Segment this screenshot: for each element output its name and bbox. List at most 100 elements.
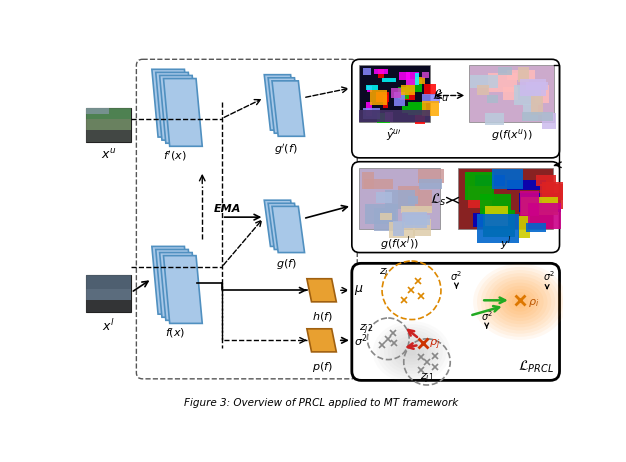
Polygon shape (160, 75, 198, 143)
Bar (458, 168, 553, 230)
Bar (414, 73, 419, 85)
Ellipse shape (384, 330, 439, 374)
Bar (391, 88, 401, 98)
Bar (470, 75, 498, 88)
Bar (401, 206, 433, 213)
Text: $\mu$: $\mu$ (354, 283, 364, 297)
Bar (507, 70, 535, 80)
Bar (540, 184, 570, 200)
Bar (364, 179, 393, 188)
Polygon shape (152, 69, 191, 137)
Bar (385, 190, 416, 209)
Ellipse shape (500, 286, 540, 318)
Bar (406, 72, 419, 85)
Bar (519, 193, 561, 212)
Text: $g'(f)$: $g'(f)$ (274, 142, 298, 157)
Bar (86, 119, 131, 130)
Bar (536, 175, 556, 186)
Bar (416, 113, 424, 124)
Bar (406, 79, 421, 92)
Text: $\hat{y}^{u\prime}$: $\hat{y}^{u\prime}$ (386, 127, 403, 143)
Text: $z_{j1}$: $z_{j1}$ (420, 371, 434, 386)
Ellipse shape (399, 342, 424, 362)
Bar (359, 110, 430, 122)
Bar (424, 84, 436, 96)
Polygon shape (268, 78, 300, 133)
Bar (374, 208, 396, 231)
Bar (383, 96, 388, 108)
Bar (393, 221, 404, 237)
Text: $\rho_j$: $\rho_j$ (429, 338, 439, 352)
Bar (362, 68, 371, 75)
Bar (475, 175, 505, 186)
Bar (362, 108, 381, 119)
Text: $\rho_i$: $\rho_i$ (528, 298, 539, 310)
Bar (521, 197, 558, 215)
Bar (478, 85, 489, 95)
FancyBboxPatch shape (352, 263, 560, 380)
Text: $\mathcal{L}_s$: $\mathcal{L}_s$ (429, 192, 446, 208)
Ellipse shape (376, 324, 446, 380)
Text: $g(f)$: $g(f)$ (275, 257, 296, 271)
Bar (362, 172, 374, 188)
Text: $\sigma^2$: $\sigma^2$ (543, 269, 555, 283)
Ellipse shape (496, 283, 543, 321)
FancyBboxPatch shape (352, 162, 560, 253)
Bar (359, 168, 440, 230)
Text: $\sigma^2$: $\sigma^2$ (450, 269, 463, 283)
Bar (518, 67, 528, 82)
Polygon shape (160, 253, 198, 320)
Bar (366, 85, 378, 90)
Ellipse shape (516, 298, 524, 305)
Bar (492, 170, 523, 188)
Bar (520, 79, 546, 96)
Bar (488, 73, 517, 91)
Bar (398, 186, 420, 209)
Ellipse shape (493, 280, 548, 324)
Bar (380, 213, 392, 220)
Polygon shape (272, 81, 305, 136)
Bar (485, 113, 504, 125)
Polygon shape (268, 203, 300, 249)
Polygon shape (272, 207, 305, 253)
Bar (374, 69, 388, 74)
Bar (400, 89, 416, 100)
Ellipse shape (512, 295, 528, 309)
Bar (531, 96, 543, 115)
Bar (402, 212, 427, 228)
Bar (503, 87, 518, 100)
Ellipse shape (504, 289, 536, 315)
Polygon shape (264, 75, 297, 130)
Text: $y^l$: $y^l$ (500, 234, 511, 253)
Bar (523, 104, 538, 121)
Bar (483, 210, 515, 237)
Bar (86, 108, 131, 142)
Ellipse shape (392, 336, 431, 368)
Polygon shape (156, 249, 195, 317)
Bar (541, 182, 569, 209)
Bar (465, 172, 494, 200)
Bar (416, 77, 426, 84)
Polygon shape (163, 255, 202, 323)
Bar (526, 223, 546, 232)
Text: $z_{j2}$: $z_{j2}$ (359, 322, 374, 337)
Bar (376, 91, 389, 103)
Bar (423, 94, 440, 103)
Text: $\sigma^2$: $\sigma^2$ (481, 310, 493, 323)
Ellipse shape (372, 321, 450, 383)
Bar (401, 85, 414, 95)
Text: $\mathcal{L}_{PRCL}$: $\mathcal{L}_{PRCL}$ (518, 359, 553, 376)
Bar (385, 112, 393, 122)
Ellipse shape (481, 270, 559, 334)
Text: $x^u$: $x^u$ (101, 148, 116, 162)
Bar (486, 95, 498, 103)
Bar (423, 73, 429, 78)
Ellipse shape (396, 339, 428, 365)
Ellipse shape (403, 345, 420, 359)
FancyBboxPatch shape (352, 59, 560, 158)
Text: $g(f(x^l))$: $g(f(x^l))$ (379, 234, 419, 253)
Bar (86, 108, 110, 114)
Bar (382, 78, 396, 82)
Bar (418, 170, 444, 183)
Bar (398, 87, 409, 99)
